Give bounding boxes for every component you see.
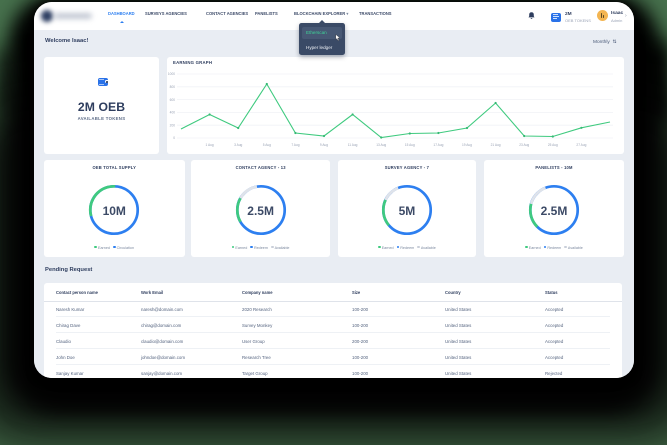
svg-text:400: 400: [170, 111, 176, 115]
svg-text:27 Aug: 27 Aug: [576, 143, 586, 147]
svg-text:19 Aug: 19 Aug: [462, 143, 472, 147]
svg-text:13 Aug: 13 Aug: [376, 143, 386, 147]
svg-text:25 Aug: 25 Aug: [548, 143, 558, 147]
svg-text:7 Aug: 7 Aug: [291, 143, 299, 147]
svg-text:800: 800: [170, 85, 176, 89]
svg-text:17 Aug: 17 Aug: [433, 143, 443, 147]
svg-text:15 Aug: 15 Aug: [405, 143, 415, 147]
svg-text:23 Aug: 23 Aug: [519, 143, 529, 147]
svg-text:200: 200: [170, 123, 176, 127]
svg-text:1 Aug: 1 Aug: [206, 143, 214, 147]
svg-text:0: 0: [173, 136, 175, 140]
svg-text:5 Aug: 5 Aug: [263, 143, 271, 147]
svg-text:9 Aug: 9 Aug: [320, 143, 328, 147]
svg-text:1000: 1000: [168, 72, 175, 76]
svg-text:600: 600: [170, 98, 176, 102]
svg-text:11 Aug: 11 Aug: [348, 143, 358, 147]
svg-text:3 Aug: 3 Aug: [234, 143, 242, 147]
svg-text:21 Aug: 21 Aug: [491, 143, 501, 147]
